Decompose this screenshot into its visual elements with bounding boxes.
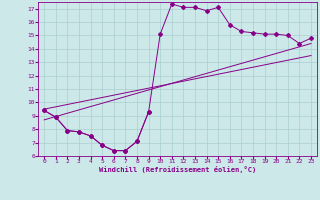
X-axis label: Windchill (Refroidissement éolien,°C): Windchill (Refroidissement éolien,°C) [99,166,256,173]
